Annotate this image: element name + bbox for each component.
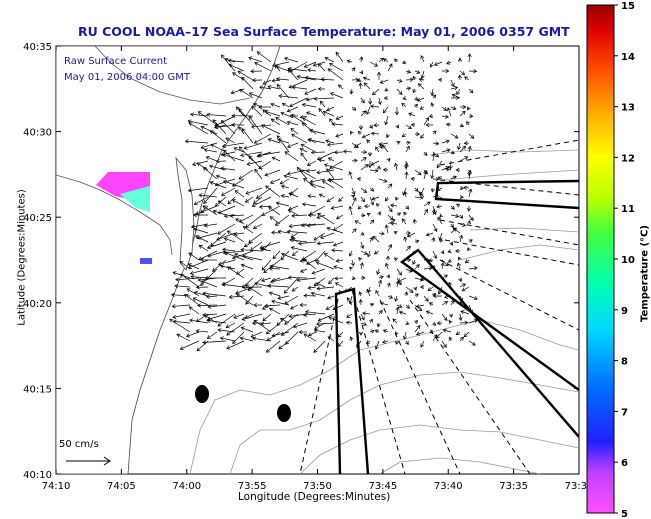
y-tick-label: 40:15 <box>23 384 52 395</box>
colorbar-tick-label: 8 <box>621 357 628 368</box>
x-tick-label: 73:35 <box>499 481 528 492</box>
y-axis: 40:35 40:30 40:25 40:20 40:15 40:10 <box>23 42 579 481</box>
x-tick-label: 74:00 <box>172 481 201 492</box>
y-tick-label: 40:20 <box>23 299 52 310</box>
y-tick-label: 40:30 <box>23 128 52 139</box>
legend-line2: May 01, 2006 04:00 GMT <box>64 72 191 83</box>
radial-lines <box>299 139 579 474</box>
colorbar-tick-label: 6 <box>621 458 628 469</box>
x-tick-label: 73:40 <box>434 481 463 492</box>
colorbar-tick-label: 5 <box>621 509 628 519</box>
y-axis-label: Latitude (Degrees:Minutes) <box>16 189 28 326</box>
x-tick-label: 73:30 <box>565 481 594 492</box>
colorbar-tick-label: 14 <box>621 52 635 63</box>
x-tick-label: 73:50 <box>303 481 332 492</box>
x-axis: 74:10 74:05 74:00 73:55 73:50 73:45 73:40 73:35… <box>42 46 594 492</box>
x-axis-label: Longitude (Degrees:Minutes) <box>238 491 391 503</box>
scale-label: 50 cm/s <box>59 439 99 450</box>
bathymetry-contours <box>189 149 579 474</box>
plot-area <box>56 46 579 474</box>
map-title: RU COOL NOAA–17 Sea Surface Temperature:… <box>0 24 651 40</box>
colorbar-title: Temperature (°C) <box>639 225 651 322</box>
sst-patch-small <box>140 258 152 264</box>
colorbar-tick-label: 15 <box>621 1 635 12</box>
x-tick-label: 73:45 <box>368 481 397 492</box>
y-tick-label: 40:35 <box>23 42 52 53</box>
scale-arrow <box>66 456 111 466</box>
y-tick-label: 40:25 <box>23 213 52 224</box>
colorbar-ticks: 15 14 13 12 11 10 9 8 7 6 5 <box>614 1 635 519</box>
long-island-shoreline <box>94 46 251 105</box>
legend-line1: Raw Surface Current <box>64 56 168 67</box>
colorbar-tick-label: 10 <box>621 255 635 266</box>
y-tick-label: 40:10 <box>23 470 52 481</box>
title-text: RU COOL NOAA–17 Sea Surface Temperature:… <box>78 24 570 39</box>
land-new-jersey <box>56 46 281 474</box>
x-tick-label: 74:10 <box>42 481 71 492</box>
colorbar-tick-label: 9 <box>621 306 628 317</box>
x-tick-label: 74:05 <box>107 481 136 492</box>
colorbar-tick-label: 7 <box>621 407 628 418</box>
colorbar-tick-label: 11 <box>621 204 635 215</box>
x-tick-label: 73:55 <box>238 481 267 492</box>
colorbar <box>586 4 615 514</box>
colorbar-tick-label: 12 <box>621 153 635 164</box>
sandy-hook <box>175 156 195 271</box>
current-vectors <box>169 51 478 353</box>
bay-shoreline <box>56 174 173 256</box>
buoy-marker <box>195 385 209 403</box>
buoy-marker <box>277 404 291 422</box>
colorbar-tick-label: 13 <box>621 103 635 114</box>
sst-patch-cool <box>120 186 150 212</box>
